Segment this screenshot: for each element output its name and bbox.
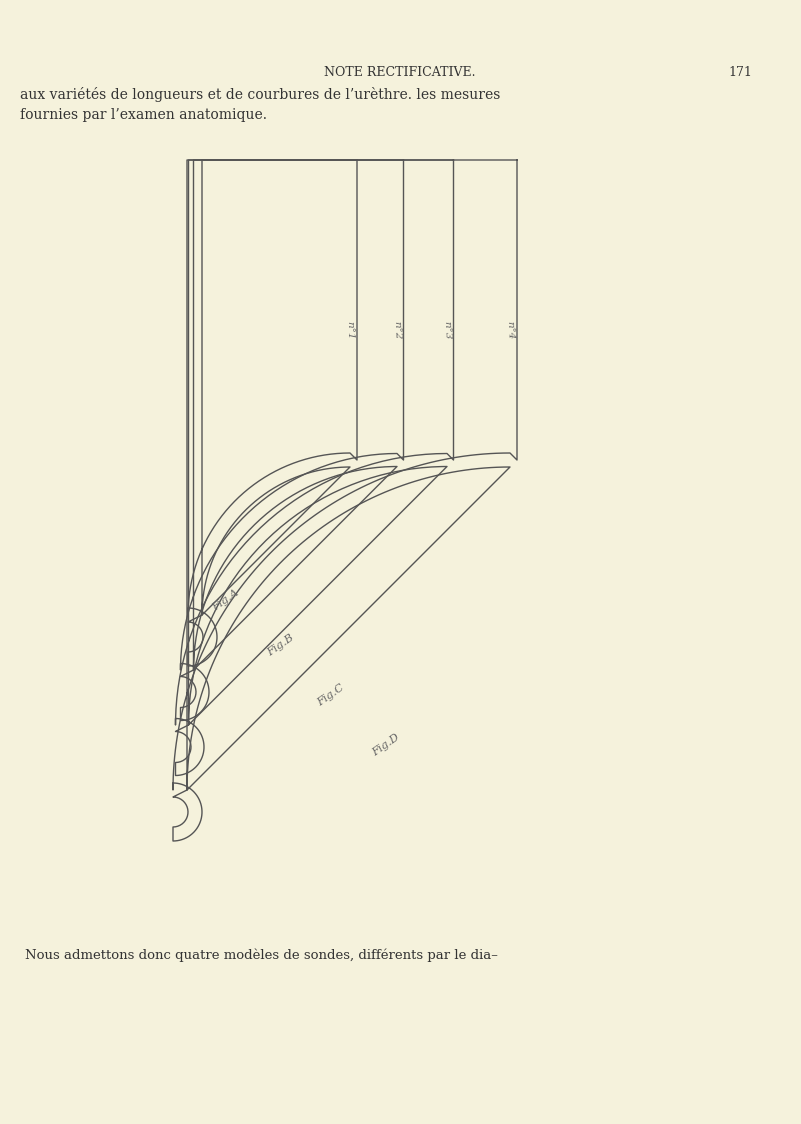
Text: n°1: n°1 (345, 320, 355, 339)
Text: fournies par l’examen anatomique.: fournies par l’examen anatomique. (20, 108, 267, 123)
Polygon shape (175, 160, 453, 776)
Text: n°3: n°3 (442, 320, 452, 339)
Text: Fig.B: Fig.B (265, 633, 296, 658)
Text: Fig.A: Fig.A (210, 588, 240, 613)
Text: Fig.C: Fig.C (315, 682, 345, 708)
Polygon shape (173, 160, 517, 841)
Text: n°2: n°2 (392, 320, 402, 339)
Polygon shape (180, 160, 404, 720)
Text: NOTE RECTIFICATIVE.: NOTE RECTIFICATIVE. (324, 65, 476, 79)
Text: aux variétés de longueurs et de courbures de l’urèthre. les mesures: aux variétés de longueurs et de courbure… (20, 88, 501, 102)
Polygon shape (188, 160, 357, 667)
Text: Fig.D: Fig.D (370, 732, 401, 758)
Text: 171: 171 (728, 65, 752, 79)
Text: n°4: n°4 (505, 320, 515, 339)
Text: Nous admettons donc quatre modèles de sondes, différents par le dia–: Nous admettons donc quatre modèles de so… (25, 949, 498, 962)
